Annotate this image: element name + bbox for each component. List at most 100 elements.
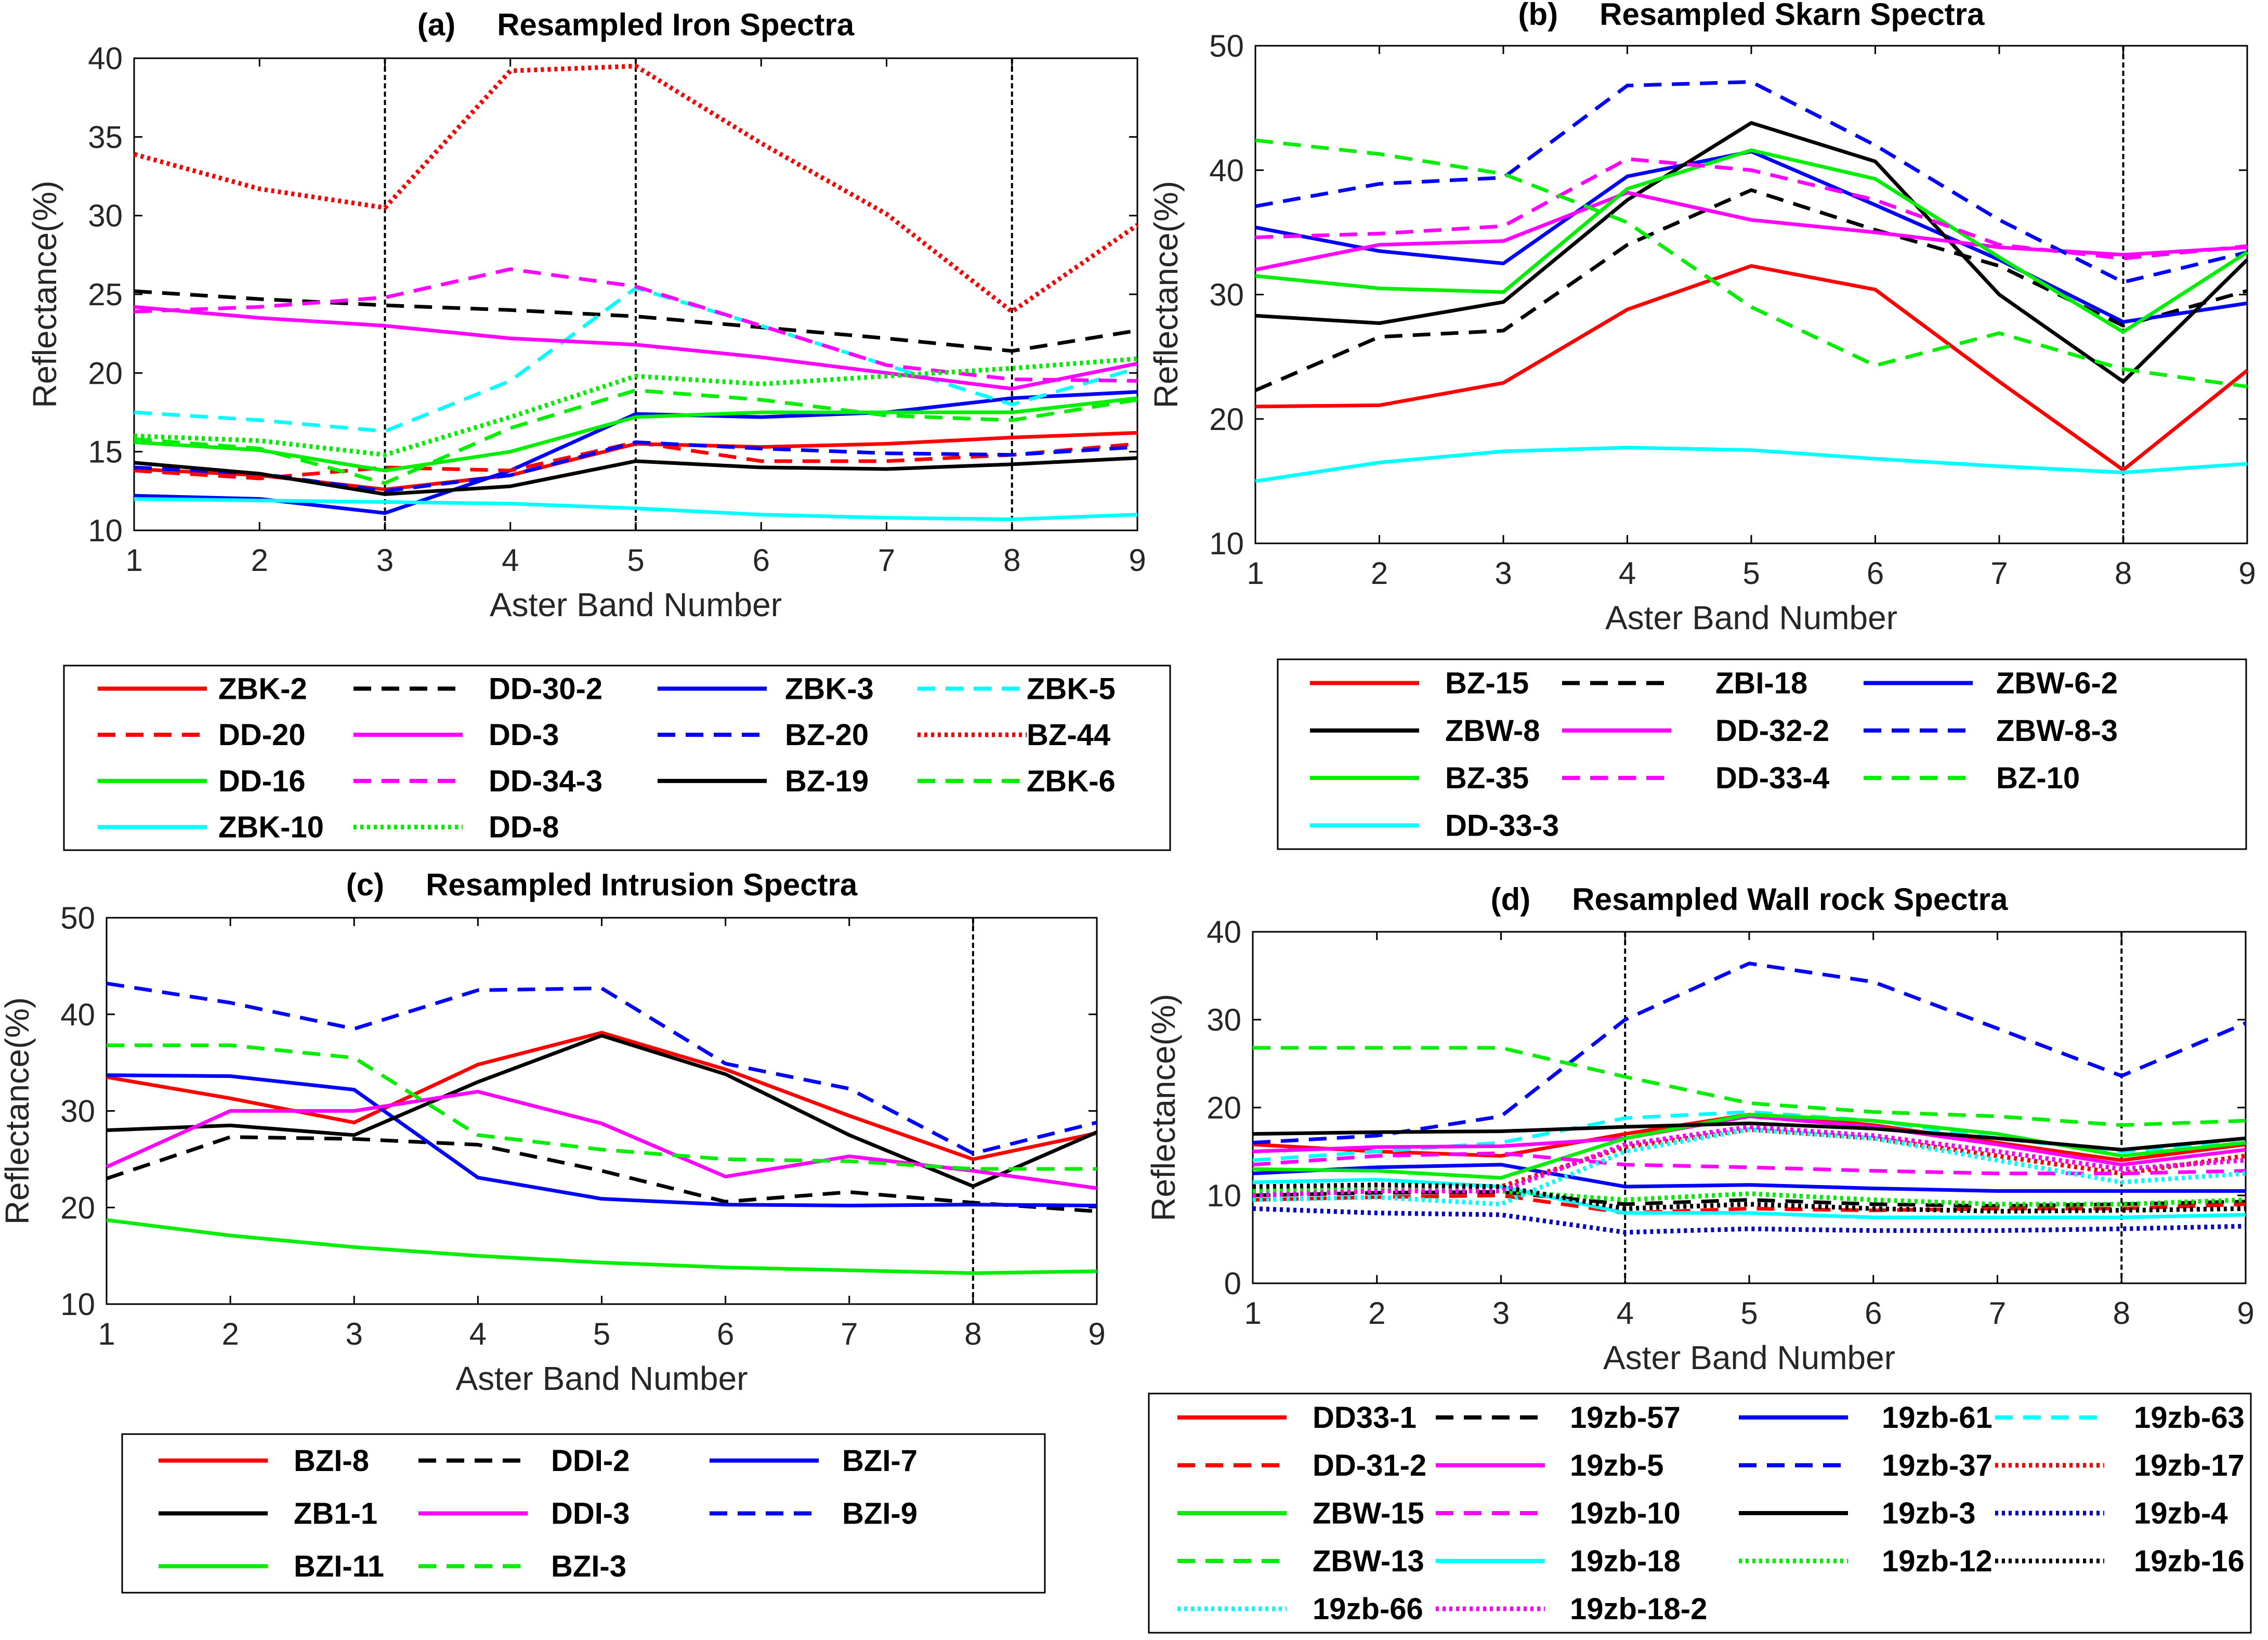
- legend-label: BZ-35: [1445, 761, 1529, 795]
- y-tick-label: 30: [1207, 1003, 1241, 1037]
- legend-label: DDI-3: [551, 1497, 630, 1531]
- x-axis-label: Aster Band Number: [1603, 1339, 1895, 1376]
- series-line-DDI-2: [106, 1135, 1097, 1214]
- y-tick-label: 40: [60, 997, 95, 1032]
- x-tick-label: 2: [221, 1317, 239, 1351]
- y-axis-label: Reflectance(%): [0, 997, 36, 1225]
- series-line-BZI-8: [106, 1031, 1097, 1161]
- y-tick-label: 30: [88, 199, 123, 233]
- plot-area: [1254, 45, 2248, 544]
- x-axis-label: Aster Band Number: [1605, 599, 1897, 636]
- legend-label: 19zb-10: [1570, 1496, 1681, 1530]
- series-line-ZBW-8-3: [1255, 80, 2248, 284]
- series-line-19zb-18-2: [1252, 1124, 2246, 1198]
- y-tick-label: 10: [88, 513, 123, 548]
- legend-label: DD-3: [489, 718, 559, 752]
- x-tick-label: 8: [1003, 543, 1020, 578]
- x-tick-label: 2: [251, 543, 268, 578]
- series-line-ZBW-15: [1252, 1113, 2246, 1180]
- legend-label: BZ-20: [785, 718, 869, 752]
- legend-label: ZBW-8: [1445, 714, 1540, 748]
- y-tick-label: 10: [1207, 1178, 1241, 1213]
- series-line-BZ-44: [133, 63, 1139, 314]
- series-line-DD-16: [134, 396, 1138, 473]
- x-axis-label: Aster Band Number: [490, 586, 782, 623]
- y-axis-label: Reflectance(%): [1147, 181, 1185, 409]
- x-tick-label: 3: [376, 543, 394, 578]
- series-line-BZI-7: [106, 1073, 1097, 1208]
- panel-label: (c): [346, 867, 384, 902]
- legend-label: ZBI-18: [1715, 667, 1807, 700]
- series-line-DD-33-3: [1255, 446, 2248, 483]
- legend-label: ZBW-8-3: [1996, 714, 2118, 748]
- chart-panel-4: (d) Resampled Wall rock Spectra 1 2 3 4 5 6 7 8 9 0…: [1145, 882, 2254, 1634]
- x-tick-label: 7: [841, 1317, 858, 1351]
- y-tick-label: 20: [1207, 1090, 1241, 1125]
- legend-label: ZBK-2: [218, 672, 307, 706]
- legend-label: ZBK-6: [1027, 764, 1116, 798]
- chart-panel-2: (b) Resampled Skarn Spectra 1 2 3 4 5 6 7 8 9 10 20 3…: [1147, 0, 2256, 850]
- y-tick-label: 10: [60, 1287, 95, 1322]
- chart-title: (c) Resampled Intrusion Spectra: [346, 867, 858, 902]
- y-tick-label: 30: [60, 1094, 95, 1129]
- series-line-ZB1-1: [106, 1034, 1098, 1188]
- series-line-BZ-35: [1255, 148, 2248, 334]
- legend-label: 19zb-63: [2134, 1401, 2245, 1435]
- legend-label: 19zb-16: [2134, 1544, 2245, 1578]
- series-line-DD-31-2: [1252, 1193, 2246, 1215]
- y-tick-label: 40: [1209, 153, 1244, 188]
- legend-label: ZBW-15: [1313, 1496, 1424, 1530]
- x-tick-label: 9: [1129, 543, 1146, 578]
- x-tick-label: 6: [1867, 556, 1884, 591]
- legend: DD33-1 19zb-57 19zb-61 19zb-63 DD-31-2 19zb-5…: [1148, 1392, 2252, 1634]
- legend-label: BZI-7: [842, 1444, 917, 1478]
- series-line-BZ-15: [1255, 264, 2249, 472]
- x-tick-label: 3: [1494, 556, 1512, 591]
- series-line-ZBW-8: [1255, 121, 2249, 384]
- legend-label: 19zb-66: [1313, 1592, 1423, 1626]
- series-line-ZBI-18: [1254, 188, 2248, 392]
- series-line-19zb-18: [1252, 1178, 2246, 1219]
- legend-label: BZI-9: [842, 1497, 917, 1531]
- x-tick-label: 1: [98, 1317, 115, 1351]
- x-tick-label: 4: [502, 543, 519, 578]
- legend-label: DD-20: [218, 718, 306, 752]
- x-tick-label: 9: [1088, 1317, 1105, 1351]
- chart-panel-1: (a) Resampled Iron Spectra 1 2 3 4 5 6 7 8 9 10 15 20…: [26, 7, 1171, 851]
- x-tick-label: 5: [1740, 1296, 1758, 1331]
- legend-label: DD-33-4: [1715, 761, 1829, 795]
- plot-area: [1252, 931, 2247, 1284]
- legend-label: DDI-2: [551, 1444, 630, 1478]
- x-tick-label: 4: [1617, 1296, 1634, 1331]
- chart-title: (b) Resampled Skarn Spectra: [1518, 0, 1985, 32]
- x-tick-label: 1: [125, 543, 142, 578]
- x-tick-label: 6: [753, 543, 770, 578]
- y-axis-label: Reflectance(%): [1145, 994, 1182, 1221]
- legend-label: ZBK-3: [785, 672, 874, 706]
- legend-label: DD-30-2: [489, 672, 602, 706]
- legend-label: ZBK-5: [1027, 672, 1116, 706]
- chart-title: (a) Resampled Iron Spectra: [417, 7, 855, 42]
- panel-label: (a): [417, 7, 455, 42]
- series-line-ZBK-3: [134, 390, 1138, 515]
- series-line-DD-8: [134, 356, 1138, 458]
- y-tick-label: 40: [88, 41, 123, 76]
- legend-label: ZB1-1: [294, 1497, 377, 1531]
- legend: BZI-8 DDI-2 BZI-7 ZB1-1 DDI-3 BZI-9 BZI-11 BZI-…: [121, 1433, 1046, 1594]
- x-tick-label: 9: [2238, 556, 2256, 591]
- x-tick-label: 7: [1989, 1296, 2006, 1331]
- x-tick-label: 3: [1492, 1296, 1510, 1331]
- series-line-19zb-37: [1252, 961, 2247, 1145]
- x-tick-label: 2: [1368, 1296, 1385, 1331]
- x-tick-label: 5: [627, 543, 644, 578]
- x-tick-label: 8: [2115, 556, 2132, 591]
- legend-label: DD-34-3: [489, 764, 602, 798]
- x-tick-label: 1: [1244, 1296, 1261, 1331]
- legend-label: 19zb-61: [1882, 1401, 1992, 1435]
- legend: ZBK-2 DD-30-2 ZBK-3 ZBK-5 DD-20 DD-3 BZ-20 BZ-4…: [63, 665, 1171, 851]
- x-axis-label: Aster Band Number: [455, 1360, 748, 1397]
- legend-label: 19zb-3: [1882, 1496, 1976, 1530]
- y-tick-label: 0: [1224, 1266, 1241, 1301]
- legend-label: 19zb-57: [1570, 1401, 1681, 1435]
